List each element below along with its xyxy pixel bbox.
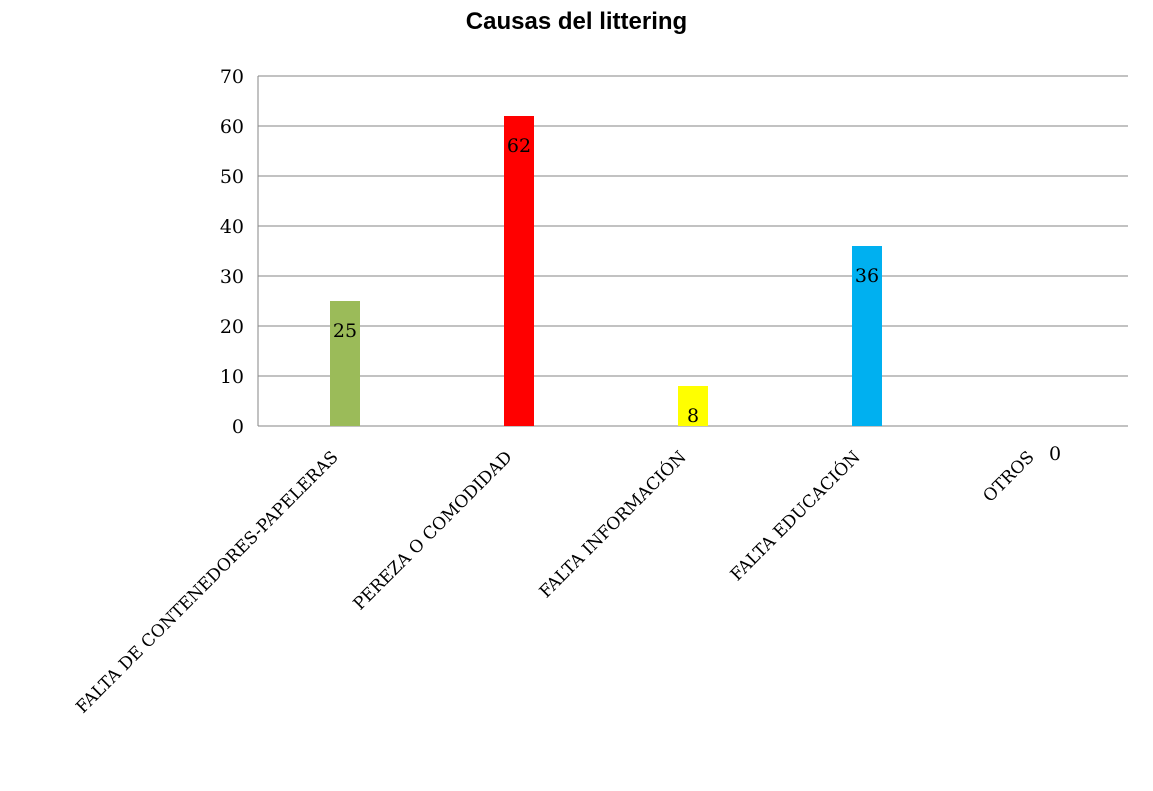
- data-label: 62: [507, 135, 531, 157]
- y-tick-label: 60: [220, 116, 244, 138]
- data-label: 0: [1049, 443, 1061, 465]
- bar: [504, 116, 534, 426]
- category-label: FALTA DE CONTENEDORES-PAPELERAS: [72, 447, 342, 717]
- data-label: 8: [687, 405, 699, 427]
- bar: [852, 246, 882, 426]
- category-label: FALTA EDUCACIÓN: [726, 447, 865, 586]
- y-tick-label: 70: [220, 66, 244, 88]
- category-label: PEREZA O COMODIDAD: [350, 447, 517, 614]
- category-label: OTROS: [979, 447, 1038, 506]
- y-tick-label: 50: [220, 166, 244, 188]
- y-tick-label: 10: [220, 366, 244, 388]
- category-label: FALTA INFORMACIÓN: [535, 447, 691, 603]
- bar: [678, 386, 708, 426]
- y-tick-label: 40: [220, 216, 244, 238]
- chart-title: Causas del littering: [465, 8, 688, 35]
- y-tick-label: 30: [220, 266, 244, 288]
- data-label: 25: [333, 320, 357, 342]
- bar: [330, 301, 360, 426]
- y-tick-label: 0: [232, 416, 244, 438]
- data-label: 36: [855, 265, 879, 287]
- y-tick-label: 20: [220, 316, 244, 338]
